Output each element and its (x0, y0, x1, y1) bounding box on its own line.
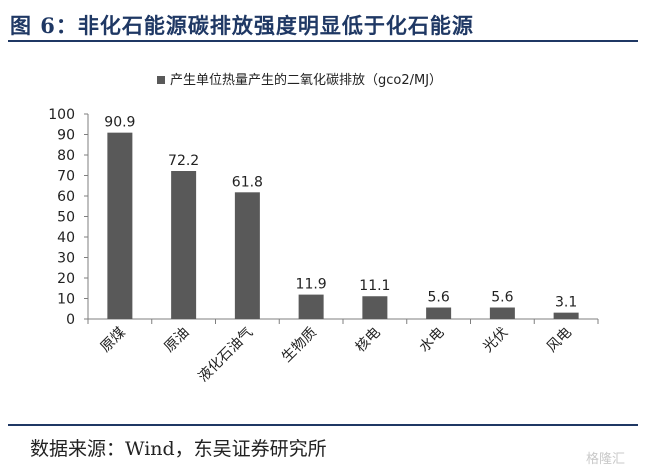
data-label: 3.1 (555, 295, 577, 311)
bar (489, 307, 515, 319)
y-tick-label: 100 (48, 107, 75, 123)
x-tick-label: 原油 (161, 325, 192, 356)
legend-label: 产生单位热量产生的二氧化碳排放（gco2/MJ） (170, 72, 442, 88)
y-tick-label: 90 (57, 128, 75, 144)
x-tick-label: 风电 (544, 325, 575, 356)
y-tick-label: 60 (57, 189, 75, 205)
x-tick-label: 原煤 (98, 325, 129, 356)
x-tick-label: 光伏 (480, 325, 511, 356)
bar (362, 296, 388, 319)
x-tick-label: 液化石油气 (195, 325, 256, 386)
data-label: 5.6 (427, 290, 449, 306)
bar (171, 170, 197, 319)
x-tick-label: 核电 (353, 325, 384, 356)
y-tick-label: 40 (57, 230, 75, 246)
title-bar: 图 6：非化石能源碳排放强度明显低于化石能源 (8, 6, 638, 42)
watermark: 格隆汇 (586, 452, 626, 467)
y-tick-label: 80 (57, 148, 75, 164)
data-label: 5.6 (491, 290, 513, 306)
bar-chart: 产生单位热量产生的二氧化碳排放（gco2/MJ） 0 10 20 30 40 50 60 70 8… (48, 72, 599, 386)
y-tick-label: 10 (57, 292, 75, 308)
y-tick-label: 20 (57, 271, 75, 287)
bar (426, 307, 452, 319)
data-label: 11.9 (296, 277, 327, 293)
data-label: 61.8 (232, 174, 263, 190)
data-source: 数据来源：Wind，东吴证券研究所 (30, 438, 327, 460)
data-label: 90.9 (104, 115, 135, 131)
source-bar: 数据来源：Wind，东吴证券研究所 (8, 424, 638, 460)
data-label: 72.2 (168, 153, 199, 169)
x-tick-label: 水电 (416, 325, 447, 356)
y-tick-label: 50 (57, 210, 75, 226)
y-tick-label: 0 (66, 312, 75, 328)
x-tick-label: 生物质 (279, 325, 320, 366)
legend-swatch (157, 76, 165, 84)
bar (553, 312, 579, 319)
y-tick-label: 30 (57, 251, 75, 267)
bar (107, 132, 133, 319)
bar (298, 294, 324, 319)
data-label: 11.1 (359, 278, 390, 294)
bar (234, 192, 260, 319)
figure-title: 图 6：非化石能源碳排放强度明显低于化石能源 (10, 13, 474, 38)
y-tick-label: 70 (57, 169, 75, 185)
